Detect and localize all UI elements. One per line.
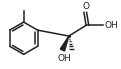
- Polygon shape: [60, 36, 69, 51]
- Text: OH: OH: [58, 54, 71, 63]
- Text: O: O: [82, 2, 89, 11]
- Text: OH: OH: [104, 21, 118, 30]
